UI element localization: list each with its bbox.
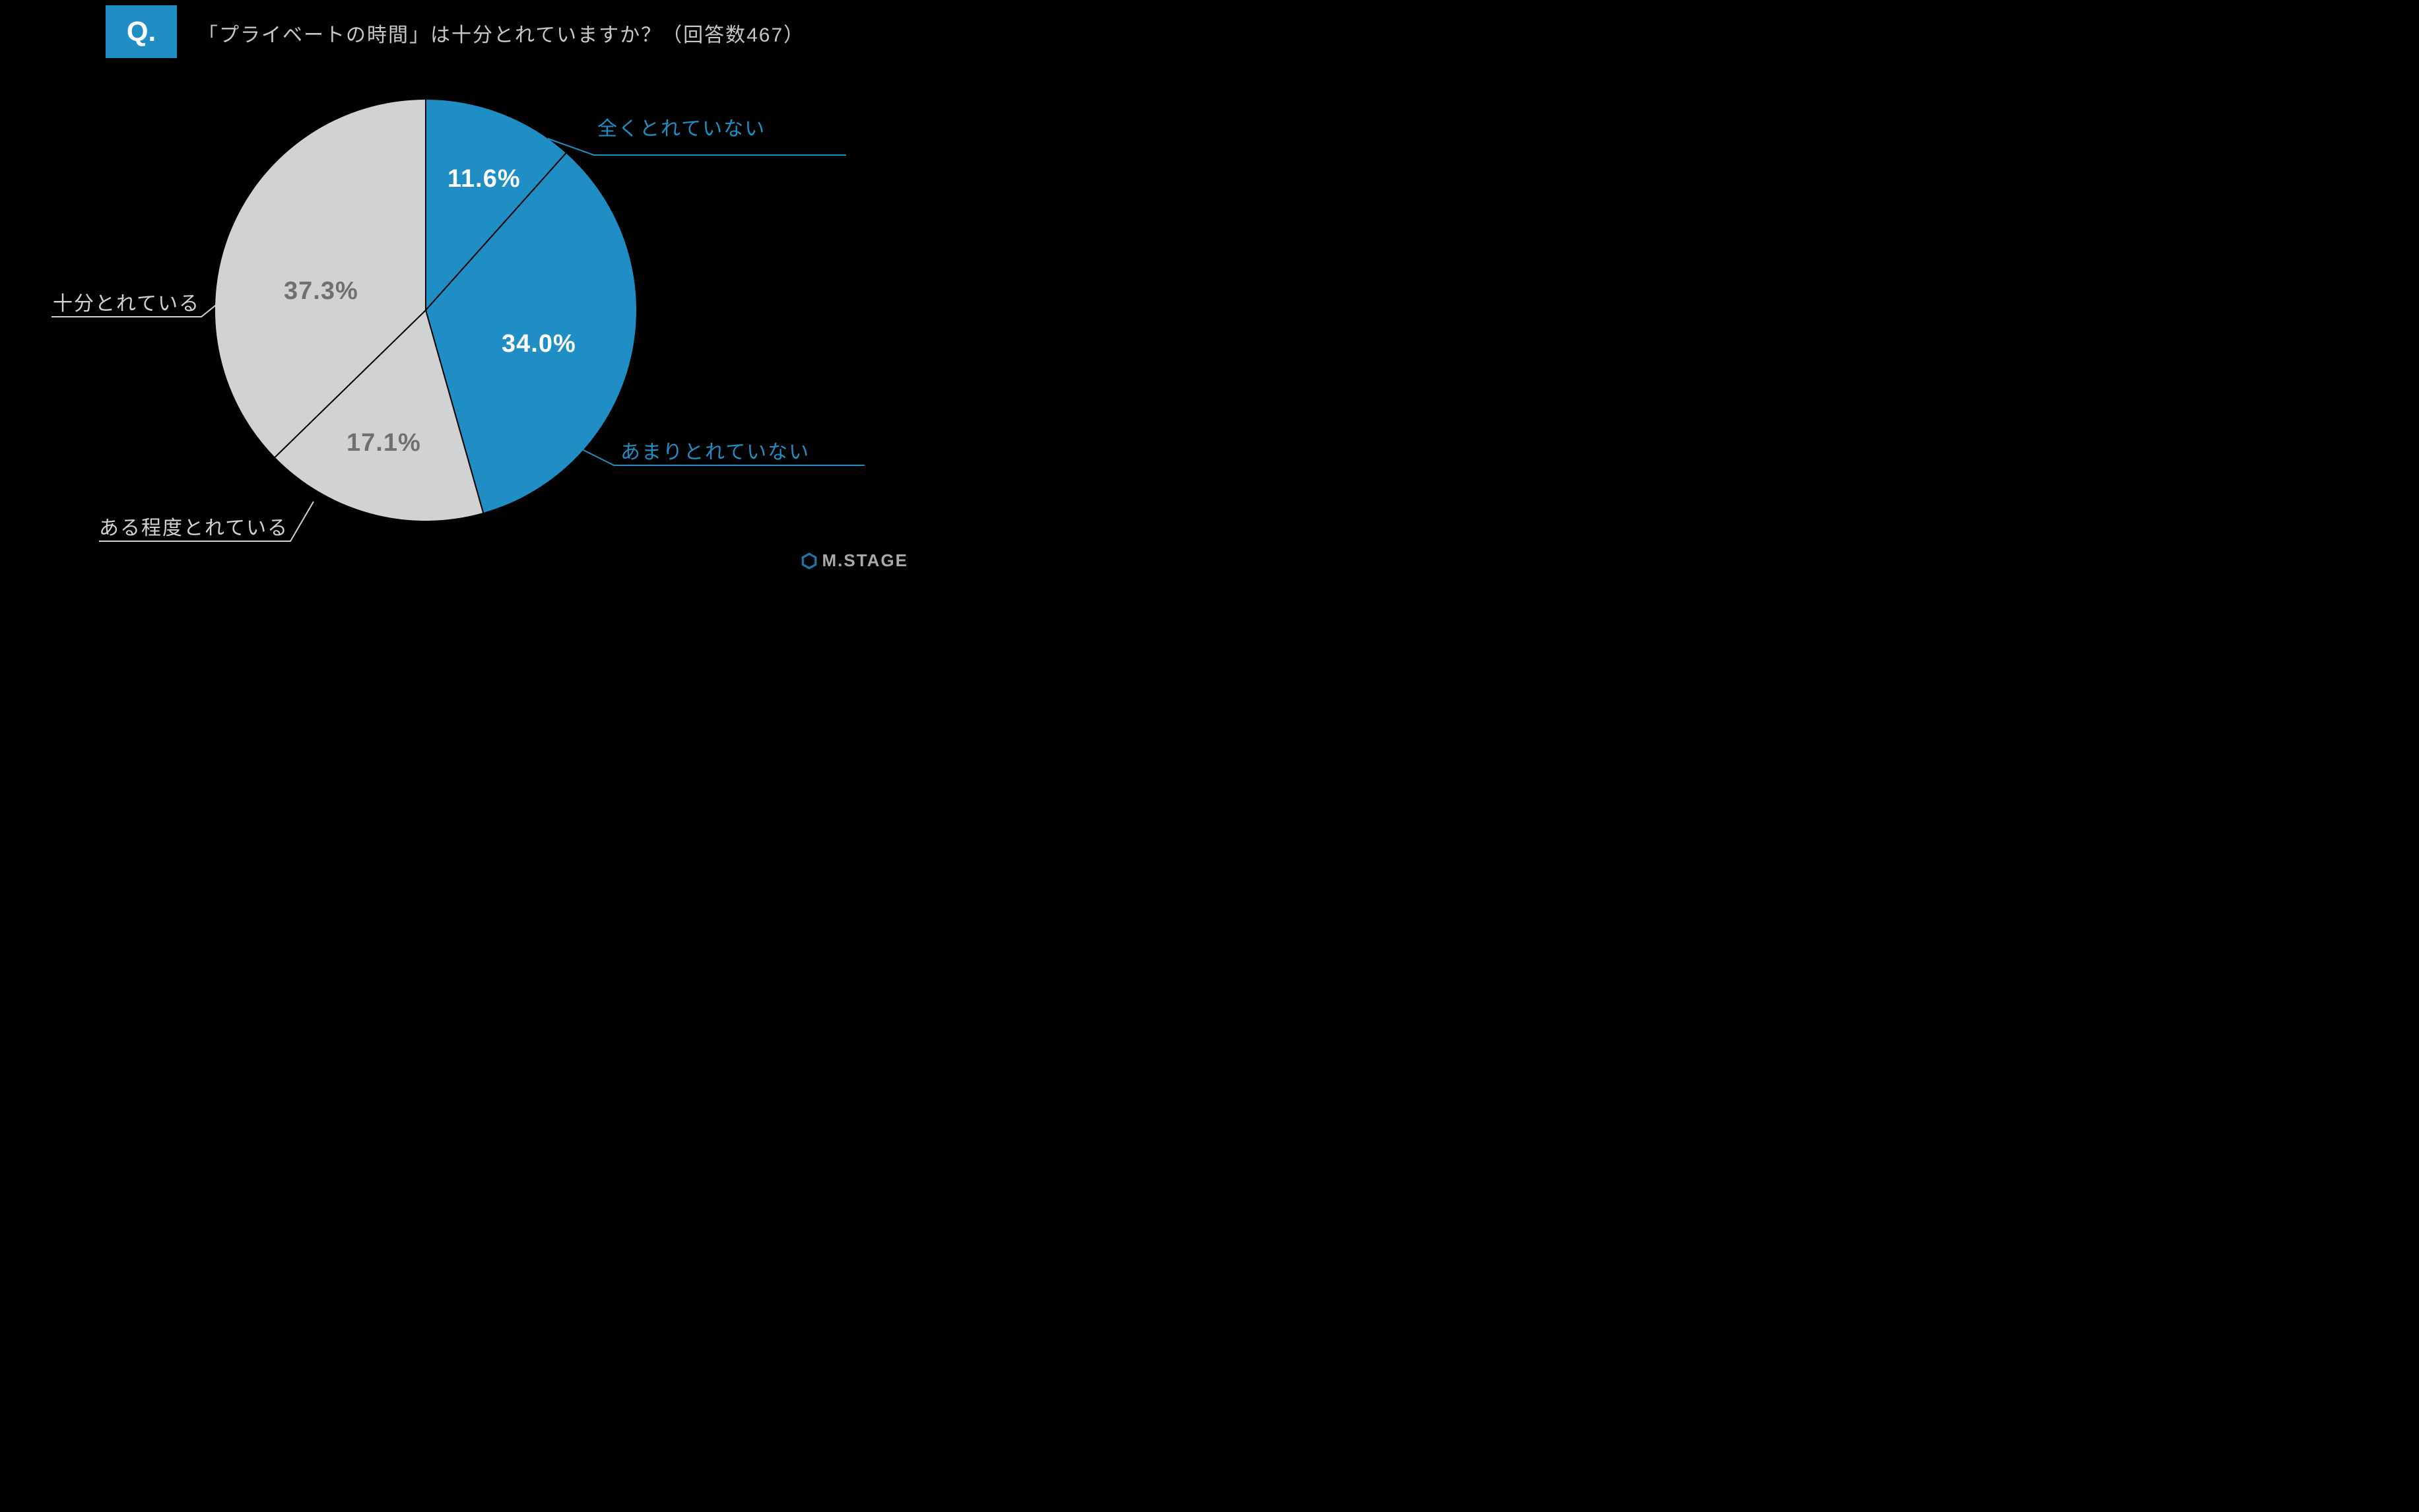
pie-chart: 11.6% 全くとれていない 34.0% あまりとれていない 17.1% ある程度とれてい… xyxy=(0,0,924,577)
slice-pct-somewhat: 17.1% xyxy=(347,429,421,457)
brand-text: M.STAGE xyxy=(822,550,908,571)
slice-pct-not_much: 34.0% xyxy=(502,330,576,358)
slice-label-enough: 十分とれている xyxy=(53,287,200,316)
slice-label-not_much: あまりとれていない xyxy=(620,436,810,465)
slice-label-somewhat: ある程度とれている xyxy=(99,511,288,541)
slice-label-not_at_all: 全くとれていない xyxy=(597,112,766,141)
brand-logo: M.STAGE xyxy=(801,550,908,571)
slice-pct-not_at_all: 11.6% xyxy=(447,165,521,193)
hexagon-icon xyxy=(801,552,818,570)
slice-pct-enough: 37.3% xyxy=(284,277,358,306)
